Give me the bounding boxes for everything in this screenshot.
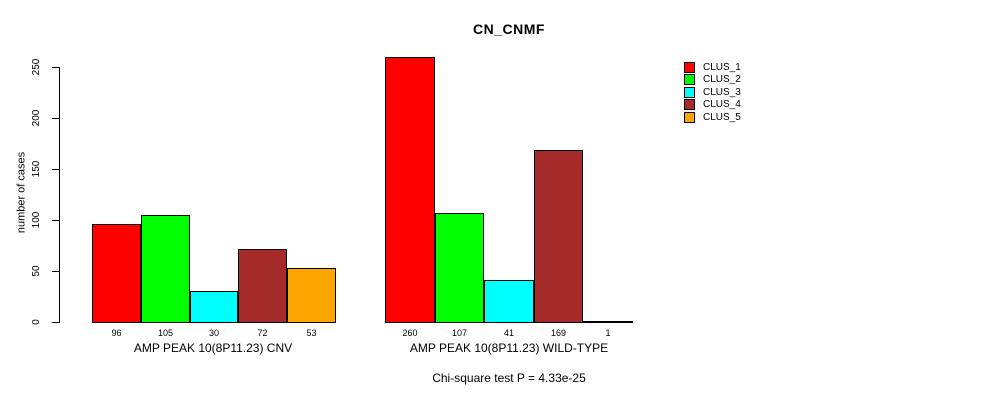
legend-item-clus_5: CLUS_5 xyxy=(684,111,741,123)
y-tick-label: 200 xyxy=(31,109,42,127)
legend-label: CLUS_2 xyxy=(703,74,741,85)
legend-item-clus_1: CLUS_1 xyxy=(684,61,741,73)
chart-title: CN_CNMF xyxy=(473,21,545,37)
legend-item-clus_2: CLUS_2 xyxy=(684,74,741,86)
bar-clus_1-group1 xyxy=(92,224,141,323)
bar-clus_3-group1 xyxy=(190,291,238,323)
y-axis-label: number of cases xyxy=(15,151,28,234)
legend-label: CLUS_4 xyxy=(703,99,741,110)
legend-swatch-icon xyxy=(684,99,695,110)
y-tick-label: 50 xyxy=(31,265,42,277)
legend-swatch-icon xyxy=(684,61,695,73)
bar-clus_5-group2 xyxy=(583,321,633,323)
x-group-label-cnv: AMP PEAK 10(8P11.23) CNV xyxy=(133,341,293,355)
legend-swatch-icon xyxy=(684,111,695,123)
bar-value-label: 96 xyxy=(111,328,122,338)
bar-clus_2-group1 xyxy=(141,215,190,323)
y-tick xyxy=(52,322,60,323)
bar-clus_1-group2 xyxy=(385,57,435,323)
legend-label: CLUS_5 xyxy=(703,111,741,123)
bar-value-label: 260 xyxy=(402,328,418,338)
bar-value-label: 1 xyxy=(605,328,611,338)
bar-value-label: 105 xyxy=(157,328,174,338)
bar-value-label: 41 xyxy=(503,328,514,338)
chi-square-note: Chi-square test P = 4.33e-25 xyxy=(432,371,586,385)
legend-label: CLUS_1 xyxy=(703,61,741,73)
y-tick-label: 150 xyxy=(31,160,42,178)
legend-swatch-icon xyxy=(684,86,695,98)
bar-clus_3-group2 xyxy=(484,280,534,323)
y-tick-label: 250 xyxy=(31,58,42,76)
bar-value-label: 53 xyxy=(306,328,317,338)
bar-value-label: 169 xyxy=(550,328,567,338)
y-tick xyxy=(52,118,60,119)
bar-value-label: 107 xyxy=(451,328,468,338)
legend-item-clus_4: CLUS_4 xyxy=(684,99,741,111)
y-tick-label: 0 xyxy=(31,319,42,325)
y-tick xyxy=(52,220,60,221)
y-tick xyxy=(52,169,60,170)
y-tick xyxy=(52,67,60,68)
legend-swatch-icon xyxy=(684,74,695,85)
bar-clus_2-group2 xyxy=(435,213,484,323)
bar-clus_5-group1 xyxy=(287,268,336,323)
bar-value-label: 72 xyxy=(257,328,268,338)
y-tick xyxy=(52,271,60,272)
bar-clus_4-group1 xyxy=(238,249,287,323)
y-tick-label: 100 xyxy=(31,211,42,229)
legend-item-clus_3: CLUS_3 xyxy=(684,86,741,98)
y-axis-line xyxy=(59,67,60,323)
bar-value-label: 30 xyxy=(208,328,219,338)
legend-label: CLUS_3 xyxy=(703,86,741,98)
bar-clus_4-group2 xyxy=(534,150,583,323)
x-group-label-wild-type: AMP PEAK 10(8P11.23) WILD-TYPE xyxy=(409,341,609,355)
